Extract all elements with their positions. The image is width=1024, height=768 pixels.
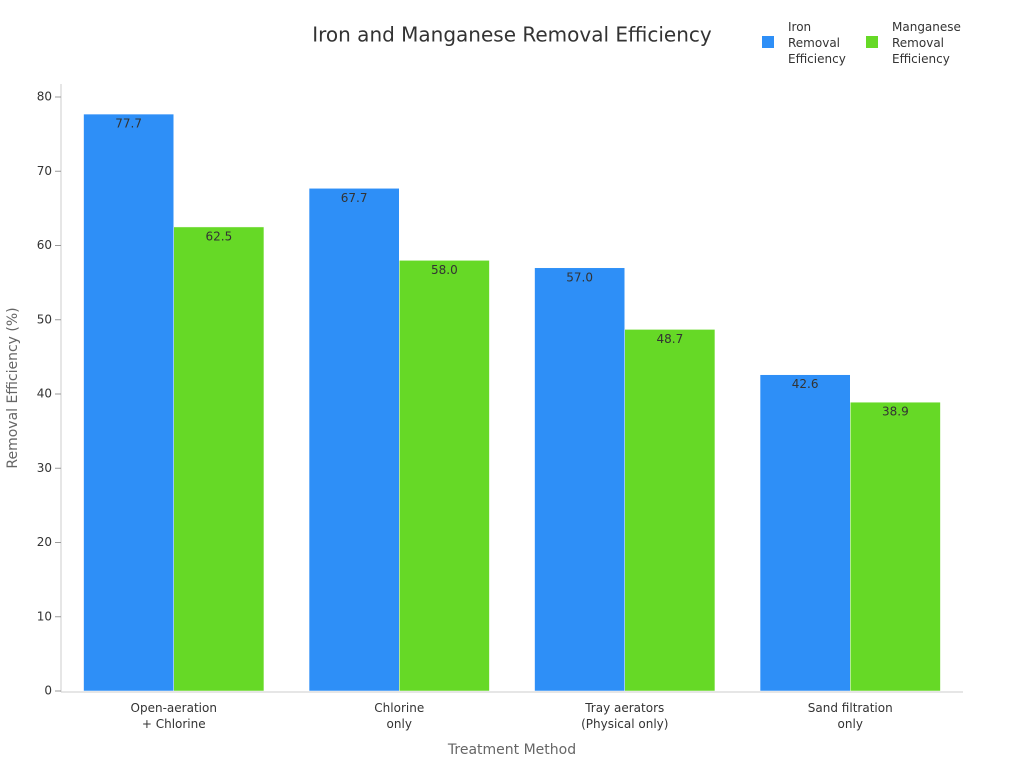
y-tick-label: 0 <box>44 684 52 698</box>
y-axis-label: Removal Efficiency (%) <box>5 307 21 468</box>
bar <box>624 329 716 692</box>
bar <box>534 267 625 692</box>
value-label: 77.7 <box>115 117 142 131</box>
bar <box>850 401 941 692</box>
legend-swatch <box>866 36 878 48</box>
bar <box>308 188 400 692</box>
y-tick-label: 60 <box>37 238 52 252</box>
legend-swatch <box>762 36 774 48</box>
bar <box>759 374 851 692</box>
y-tick-label: 70 <box>37 164 52 178</box>
bar <box>173 226 265 692</box>
y-tick-label: 20 <box>37 535 52 549</box>
value-label: 62.5 <box>205 229 232 243</box>
value-label: 38.9 <box>882 405 909 419</box>
y-tick-label: 50 <box>37 312 52 326</box>
x-tick-label: Tray aerators (Physical only) <box>581 701 668 731</box>
y-tick-label: 30 <box>37 461 52 475</box>
x-axis-label: Treatment Method <box>447 742 576 758</box>
value-label: 67.7 <box>341 191 368 205</box>
x-tick-label: Chlorine only <box>374 701 424 731</box>
y-tick-label: 80 <box>37 90 52 104</box>
y-tick-label: 10 <box>37 609 52 623</box>
value-label: 48.7 <box>656 332 683 346</box>
x-tick-label: Sand filtration only <box>808 701 893 731</box>
bar <box>399 260 490 692</box>
bar <box>83 113 174 692</box>
value-label: 42.6 <box>792 377 819 391</box>
x-tick-label: Open-aeration + Chlorine <box>131 701 217 731</box>
y-tick-label: 40 <box>37 387 52 401</box>
legend-label: Iron Removal Efficiency <box>788 20 846 66</box>
legend-label: Manganese Removal Efficiency <box>892 20 961 66</box>
chart-title: Iron and Manganese Removal Efficiency <box>312 23 712 47</box>
value-label: 58.0 <box>431 263 458 277</box>
value-label: 57.0 <box>566 270 593 284</box>
